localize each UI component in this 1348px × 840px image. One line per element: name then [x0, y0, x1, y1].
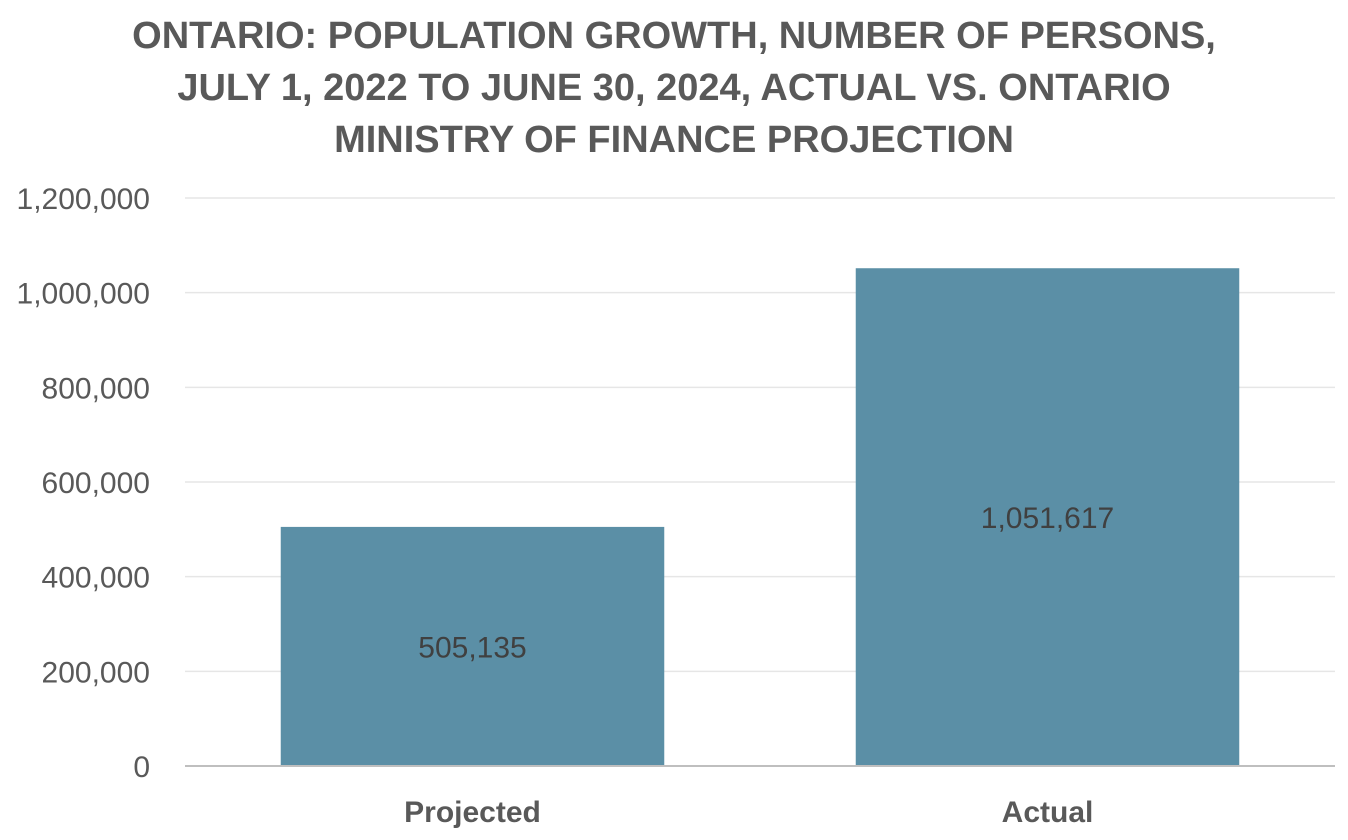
y-tick-label: 1,000,000: [17, 278, 150, 311]
chart-title-line-1: ONTARIO: POPULATION GROWTH, NUMBER OF PE…: [132, 15, 1216, 57]
chart-title-line-3: MINISTRY OF FINANCE PROJECTION: [334, 119, 1014, 161]
chart-title: ONTARIO: POPULATION GROWTH, NUMBER OF PE…: [0, 10, 1348, 166]
x-category-label: Projected: [404, 796, 541, 829]
data-label-actual: 1,051,617: [981, 502, 1114, 535]
bar-actual: [855, 268, 1240, 766]
chart-title-line-2: JULY 1, 2022 TO JUNE 30, 2024, ACTUAL VS…: [177, 67, 1171, 109]
y-tick-label: 1,200,000: [17, 183, 150, 216]
x-category-label: Actual: [1002, 796, 1094, 829]
y-tick-label: 0: [133, 751, 150, 784]
y-tick-label: 800,000: [42, 372, 150, 405]
bars: [280, 268, 1240, 766]
data-labels: 505,135 1,051,617: [418, 502, 1114, 664]
data-label-projected: 505,135: [418, 631, 526, 664]
y-axis-tick-labels: 0 200,000 400,000 600,000 800,000 1,000,000 1,…: [17, 183, 150, 784]
y-tick-label: 200,000: [42, 656, 150, 689]
bar-projected: [280, 526, 665, 766]
y-tick-label: 600,000: [42, 467, 150, 500]
x-axis-category-labels: Projected Actual: [404, 796, 1093, 829]
y-tick-label: 400,000: [42, 562, 150, 595]
